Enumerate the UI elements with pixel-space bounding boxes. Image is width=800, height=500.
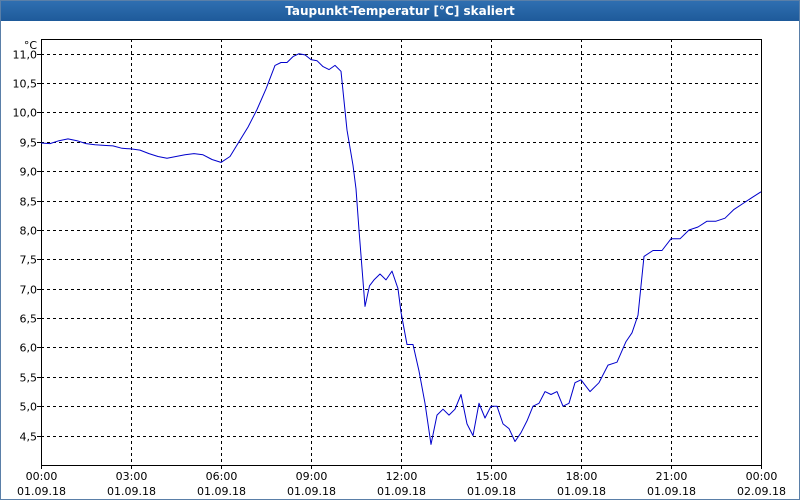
x-tick-time-label: 15:00 (476, 470, 508, 483)
y-tick-label: 4,5 (20, 431, 38, 444)
y-tick-label: 7,5 (20, 254, 38, 267)
y-tick-label: 6,5 (20, 313, 38, 326)
x-tick-time-label: 06:00 (206, 470, 238, 483)
x-tick-time-label: 12:00 (386, 470, 418, 483)
x-tick-time-label: 00:00 (746, 470, 778, 483)
y-tick-label: 10,5 (13, 78, 38, 91)
y-tick-label: 6,0 (20, 342, 38, 355)
y-tick-label: 8,0 (20, 225, 38, 238)
y-tick-label: 9,5 (20, 137, 38, 150)
x-tick-date-label: 01.09.18 (197, 485, 246, 498)
x-tick-date-label: 01.09.18 (107, 485, 156, 498)
y-axis-unit-label: °C (24, 39, 38, 52)
y-tick-labels: 4,5 5,0 5,5 6,0 6,5 7,0 7,5 8,0 8,5 9,0 9,5 10,0 10,… (13, 49, 38, 444)
grid (41, 39, 761, 465)
x-tick-time-label: 21:00 (656, 470, 688, 483)
window-title: Taupunkt-Temperatur [°C] skaliert (1, 1, 799, 21)
x-tick-date-label: 01.09.18 (647, 485, 696, 498)
line-chart: 4,5 5,0 5,5 6,0 6,5 7,0 7,5 8,0 8,5 9,0 9,5 10,0 10,… (13, 39, 786, 498)
y-tick-label: 10,0 (13, 107, 38, 120)
y-tick-label: 5,0 (20, 401, 38, 414)
x-tick-time-label: 00:00 (26, 470, 58, 483)
y-tick-label: 7,0 (20, 284, 38, 297)
x-tick-labels: 00:00 01.09.18 03:00 01.09.18 06:00 01.09.18 0… (17, 470, 786, 498)
plot-frame (41, 39, 762, 466)
y-tick-label: 5,5 (20, 372, 38, 385)
x-tick-date-label: 01.09.18 (287, 485, 336, 498)
y-tick-label: 9,0 (20, 166, 38, 179)
x-tick-time-label: 03:00 (116, 470, 148, 483)
x-tick-date-label: 01.09.18 (17, 485, 66, 498)
x-tick-date-label: 01.09.18 (377, 485, 426, 498)
y-tick-label: 8,5 (20, 196, 38, 209)
y-tick-label: 11,0 (13, 49, 38, 62)
axes (37, 39, 762, 469)
series (40, 53, 762, 445)
series-line (40, 53, 762, 445)
x-tick-date-label: 02.09.18 (737, 485, 786, 498)
x-tick-time-label: 18:00 (566, 470, 598, 483)
x-tick-date-label: 01.09.18 (467, 485, 516, 498)
x-tick-date-label: 01.09.18 (557, 485, 606, 498)
x-tick-time-label: 09:00 (296, 470, 328, 483)
